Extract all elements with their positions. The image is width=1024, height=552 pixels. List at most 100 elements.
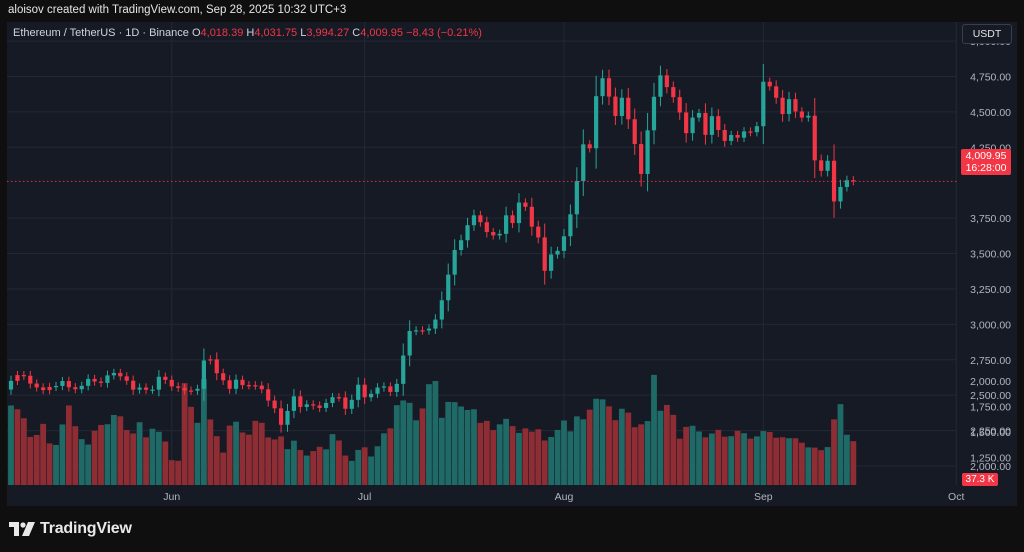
- candle-body: [407, 331, 412, 356]
- candle: [118, 368, 123, 381]
- candle: [73, 383, 78, 394]
- candle: [214, 352, 219, 381]
- volume-bar: [175, 460, 182, 485]
- candle: [516, 193, 522, 233]
- candle-body: [838, 186, 843, 202]
- chart-background: [7, 22, 1017, 506]
- candle-body: [786, 99, 792, 115]
- candle: [761, 64, 766, 144]
- candle: [227, 375, 232, 394]
- volume-bar: [368, 456, 374, 485]
- candle: [741, 127, 747, 142]
- candle: [606, 69, 612, 106]
- candle-body: [471, 215, 477, 226]
- candle: [677, 89, 682, 120]
- price-tick-label: 2,500.00: [970, 390, 1011, 402]
- candle: [568, 204, 573, 247]
- volume-bar: [123, 430, 130, 485]
- volume-bar: [844, 434, 850, 485]
- volume-bar: [53, 444, 59, 485]
- candle-body: [221, 373, 226, 381]
- candle-body: [343, 397, 348, 409]
- top-bar: aloisov created with TradingView.com, Se…: [0, 0, 1024, 22]
- volume-bar: [471, 409, 477, 485]
- candle: [182, 383, 187, 395]
- volume-bar: [117, 416, 124, 485]
- candle-body: [311, 404, 316, 406]
- tradingview-logo[interactable]: TradingView: [9, 520, 132, 538]
- volume-bar: [278, 436, 284, 485]
- candle-body: [291, 396, 297, 411]
- volume-bar: [496, 424, 503, 485]
- candle-body: [484, 222, 489, 233]
- candle: [150, 385, 155, 394]
- candle-body: [671, 87, 676, 98]
- candle-body: [452, 250, 457, 275]
- volume-bar: [336, 440, 342, 485]
- candle-body: [497, 233, 502, 236]
- candle-body: [304, 404, 309, 407]
- candle: [362, 378, 367, 404]
- candlestick-chart[interactable]: 2,000.00 2,250.00 2,500.00 2,750.00 3,000.00…: [7, 22, 1017, 506]
- volume-bar: [683, 426, 690, 485]
- candle: [549, 246, 554, 279]
- candle: [793, 92, 798, 118]
- volume-bar: [490, 430, 497, 485]
- volume-bar: [252, 420, 259, 485]
- volume-bar: [419, 408, 426, 485]
- candle-body: [137, 387, 142, 390]
- price-tick-label: 4,500.00: [970, 107, 1011, 119]
- volume-bar: [14, 409, 21, 485]
- candle: [356, 377, 361, 408]
- candle-body: [574, 181, 579, 215]
- candle: [780, 89, 785, 122]
- candle-body: [664, 75, 669, 88]
- currency-button[interactable]: USDT: [962, 24, 1012, 44]
- volume-bar: [644, 421, 651, 485]
- volume-bar: [760, 431, 767, 485]
- price-tick-label: 4,750.00: [970, 71, 1011, 83]
- candle-body: [774, 86, 779, 98]
- candle: [439, 291, 444, 329]
- candle-body: [118, 372, 123, 377]
- volume-bar: [33, 434, 40, 485]
- price-tick-label: 2,000.00: [970, 461, 1011, 473]
- candle-body: [323, 402, 329, 408]
- candle: [658, 65, 663, 107]
- chart-panel[interactable]: 2,000.00 2,250.00 2,500.00 2,750.00 3,000.00…: [7, 22, 1017, 506]
- candle-body: [182, 387, 187, 391]
- candle: [246, 381, 252, 390]
- candle: [645, 112, 650, 192]
- candle-body: [15, 375, 20, 381]
- price-tick-label: 2,250.00: [970, 426, 1011, 438]
- candle-body: [253, 385, 258, 387]
- candle-body: [163, 376, 168, 380]
- candle: [388, 382, 393, 397]
- candle: [8, 375, 14, 395]
- volume-bar: [625, 412, 632, 485]
- candle-body: [433, 319, 438, 329]
- volume-bar: [824, 447, 831, 485]
- candle: [703, 103, 708, 145]
- volume-bar: [78, 439, 85, 485]
- close-value: 4,009.95: [360, 27, 404, 39]
- volume-bar: [528, 431, 535, 485]
- candle: [484, 216, 489, 238]
- candle: [47, 382, 52, 395]
- bar-countdown: 16:28:00: [965, 162, 1007, 174]
- volume-tick-label: 1,500.00: [970, 427, 1011, 439]
- price-tick-label: 3,250.00: [970, 284, 1011, 296]
- candle-body: [446, 274, 451, 301]
- candle: [188, 386, 194, 395]
- volume-tick-label: 1,250.00: [970, 453, 1011, 465]
- candle: [754, 122, 759, 137]
- candle: [491, 227, 496, 240]
- candle: [413, 326, 419, 336]
- candle: [28, 370, 33, 389]
- candle-body: [195, 388, 200, 391]
- candle: [368, 389, 374, 402]
- candle: [844, 175, 849, 192]
- volume-bar: [130, 433, 137, 485]
- last-price-badge: 4,009.95 16:28:00: [961, 149, 1011, 175]
- candle-body: [658, 75, 663, 97]
